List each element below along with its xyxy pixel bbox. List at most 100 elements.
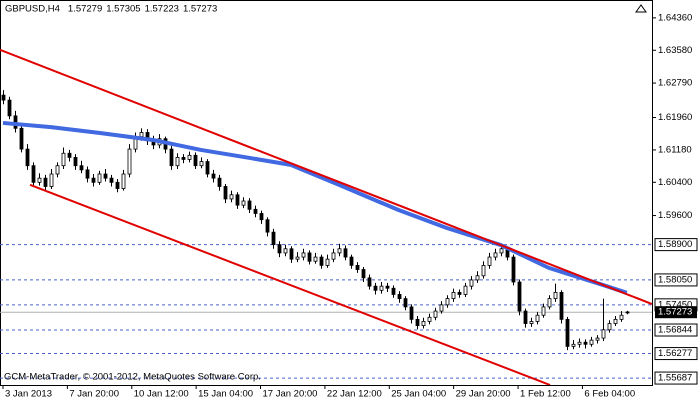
level-label: 1.58050 [658,274,692,285]
current-price-label: 1.57273 [658,307,692,318]
candle-body [487,256,492,266]
candle-body [367,277,372,287]
candle-body [121,173,126,189]
candle-body [253,208,258,214]
candle-body [49,173,54,187]
candle-body [577,341,582,345]
candle-body [271,231,276,246]
x-tick-label: 1 Feb 12:00 [520,389,571,400]
level-label: 1.55687 [658,373,692,384]
candle-body [343,248,348,258]
x-tick-label: 10 Jan 12:00 [134,389,189,400]
candle-body [235,194,240,206]
candle-body [415,318,420,327]
candle-body [187,154,192,160]
x-tick-label: 17 Jan 20:00 [263,389,318,400]
current-price-box [655,306,697,319]
candle-body [619,314,624,320]
candle-body [541,306,546,316]
candle-body [79,165,84,171]
candle-body [169,148,174,167]
x-tick-label: 25 Jan 04:00 [391,389,446,400]
x-tick-label: 22 Jan 12:00 [327,389,382,400]
candle-body [625,311,630,314]
candle-body [109,177,114,183]
candle-body [229,194,234,200]
candle-body [91,177,96,183]
candle-body [565,318,570,347]
candle-body [223,186,228,200]
candle-body [31,165,36,183]
x-tick-label: 7 Jan 20:00 [69,389,119,400]
y-tick-label: 1.63580 [658,45,692,56]
candle-body [535,314,540,322]
y-tick-label: 1.60400 [658,177,692,188]
candle-body [295,256,300,260]
candle-body [85,169,90,179]
candle-body [553,291,558,300]
candle-body [457,291,462,295]
candle-body [379,285,384,291]
y-tick-label: 1.61960 [658,112,692,123]
candle-body [43,177,48,187]
candle-body [241,200,246,206]
level-box [654,371,698,385]
x-tick-label: 6 Feb 04:00 [584,389,635,400]
candle-body [313,256,318,262]
candle-body [595,337,600,341]
candle-body [493,252,498,258]
candle-body [589,339,594,345]
candle-body [319,256,324,266]
candle-body [55,165,60,175]
candle-body [613,318,618,324]
candle-body [469,279,474,287]
channel-line [29,183,551,385]
candle-body [601,329,606,339]
x-tick-label: 29 Jan 20:00 [456,389,511,400]
level-box [654,323,698,337]
x-tick-label: 15 Jan 04:00 [198,389,253,400]
candle-body [37,177,42,183]
candle-body [463,285,468,295]
candle-body [373,285,378,291]
x-tick-label: 3 Jan 2013 [5,389,52,400]
candle-body [25,148,30,167]
candle-body [19,127,24,150]
candle-body [199,161,204,167]
candle-body [385,285,390,289]
candle-body [499,248,504,254]
y-tick-label: 1.59600 [658,210,692,221]
candle-body [427,316,432,322]
candle-body [523,310,528,324]
candle-body [307,252,312,262]
candle-body [547,298,552,308]
level-label: 1.58900 [658,239,692,250]
level-label: 1.57450 [658,299,692,310]
candle-body [259,213,264,221]
candle-body [1,94,6,101]
candle-body [439,304,444,312]
candle-body [211,173,216,179]
candle-body [277,244,282,254]
candle-body [607,323,612,331]
candle-body [67,152,72,158]
candle-body [529,321,534,324]
candle-body [181,157,186,160]
footer: GCM-MetaTrader, © 2001-2012, MetaQuotes … [4,372,261,383]
candle-body [403,298,408,308]
plot-frame [0,0,653,386]
candle-body [361,269,366,279]
candle-body [571,343,576,347]
candle-body [97,173,102,183]
candle-body [349,256,354,266]
candle-body [139,132,144,138]
level-label: 1.56844 [658,325,692,336]
candle-body [409,306,414,320]
candle-body [301,252,306,258]
candle-body [433,310,438,318]
candle-body [289,248,294,260]
candle-body [517,281,522,312]
candle-body [127,148,132,175]
